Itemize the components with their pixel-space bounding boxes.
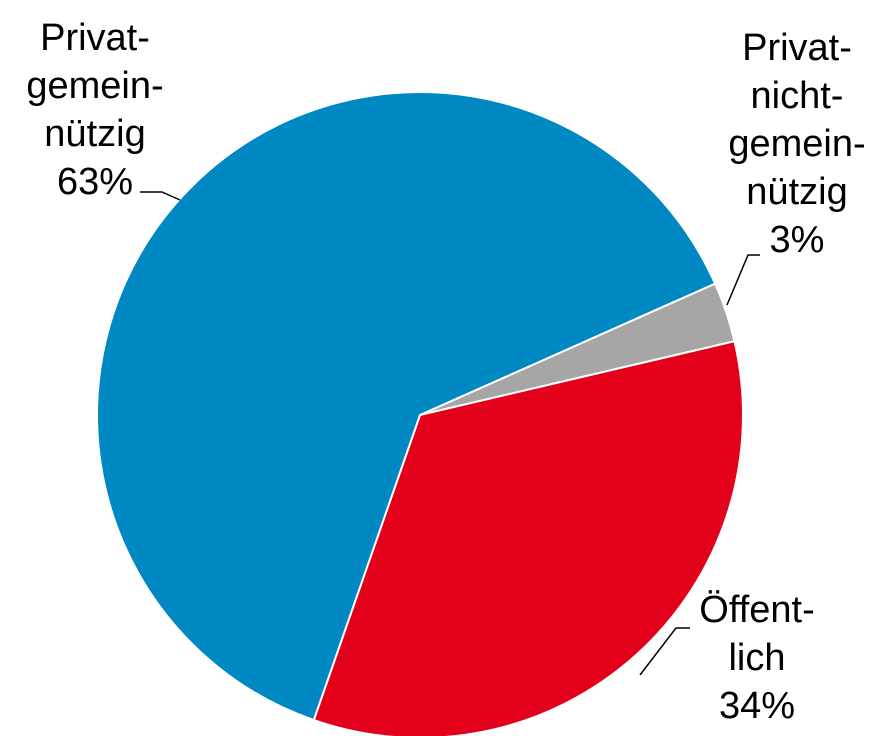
slice-label: Öffent- [699,589,814,631]
slice-label: lich [728,637,785,679]
leader-line [726,254,760,306]
slice-label: Privat- [40,17,150,59]
leader-line [639,627,690,676]
slice-label: Privat- [742,27,852,69]
pie-slice [312,340,744,736]
slice-label: nützig [44,113,145,155]
value-label: 63% [57,161,133,203]
pie-slice [96,91,717,722]
slice-label: nicht- [751,75,844,117]
slice-label: gemein- [26,65,163,107]
slice-label: gemein- [728,123,865,165]
value-label: 34% [719,685,795,727]
slice-label: nützig [746,171,847,213]
value-label: 3% [770,219,825,261]
leader-line [140,191,181,201]
